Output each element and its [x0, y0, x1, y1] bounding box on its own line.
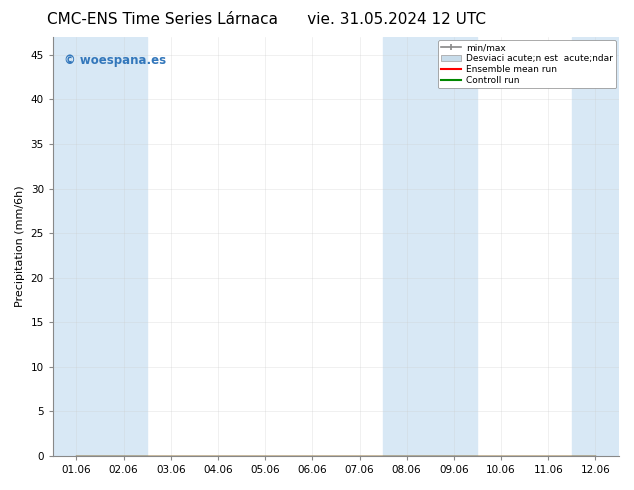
Y-axis label: Precipitation (mm/6h): Precipitation (mm/6h) [15, 186, 25, 307]
Bar [572, 37, 619, 456]
Text: © woespana.es: © woespana.es [64, 54, 166, 67]
Bar [430, 37, 477, 456]
Bar [53, 37, 100, 456]
Bar [383, 37, 430, 456]
Legend: min/max, Desviaci acute;n est  acute;ndar, Ensemble mean run, Controll run: min/max, Desviaci acute;n est acute;ndar… [438, 40, 616, 88]
Bar [619, 37, 624, 456]
Bar [100, 37, 147, 456]
Text: CMC-ENS Time Series Lárnaca      vie. 31.05.2024 12 UTC: CMC-ENS Time Series Lárnaca vie. 31.05.2… [47, 12, 486, 27]
